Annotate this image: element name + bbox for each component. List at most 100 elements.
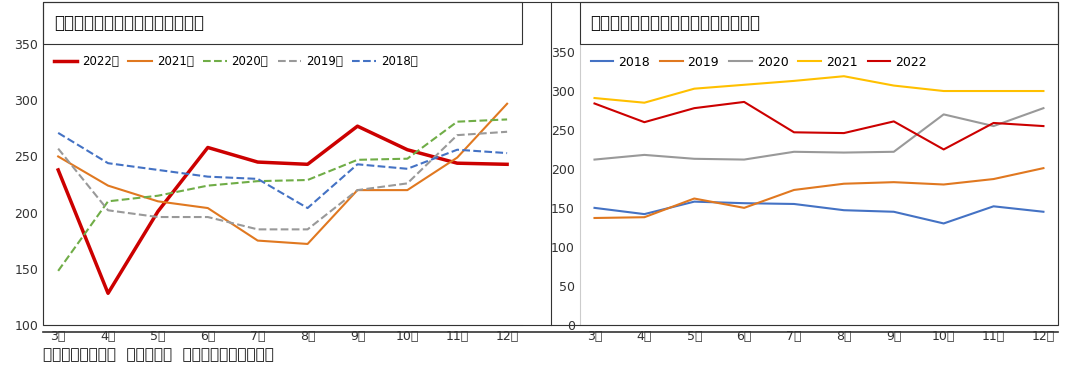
Line: 2020: 2020	[594, 108, 1043, 159]
2019	[987, 177, 1000, 181]
2022	[787, 130, 800, 135]
2021	[888, 83, 901, 88]
Text: 图：中国汽车产量（单位：万辆）: 图：中国汽车产量（单位：万辆）	[54, 14, 204, 32]
2018	[738, 201, 751, 206]
2019	[1037, 166, 1050, 170]
2019年	[401, 181, 414, 186]
2019	[688, 196, 701, 201]
Line: 2022年: 2022年	[58, 126, 508, 293]
2018年	[450, 148, 463, 152]
2018	[888, 210, 901, 214]
2018年	[351, 162, 364, 166]
2021年	[201, 206, 214, 210]
2021年	[151, 199, 164, 204]
2018	[638, 212, 651, 216]
2022年	[351, 124, 364, 128]
2018年	[102, 161, 114, 165]
2019年	[201, 215, 214, 219]
2018年	[501, 151, 514, 155]
2018年	[401, 166, 414, 171]
2021年	[450, 155, 463, 160]
2022	[888, 119, 901, 124]
2019	[638, 215, 651, 220]
Text: 图：中国集成电路产量（单位：万块）: 图：中国集成电路产量（单位：万块）	[591, 14, 760, 32]
2020	[1037, 106, 1050, 110]
2019年	[52, 146, 65, 151]
2022	[987, 121, 1000, 125]
2018	[688, 199, 701, 204]
2018年	[52, 131, 65, 135]
2019年	[252, 227, 265, 232]
2019	[888, 180, 901, 184]
Line: 2021年: 2021年	[58, 104, 508, 244]
2020	[987, 124, 1000, 128]
2020年	[52, 269, 65, 273]
2018年	[151, 168, 164, 172]
2020年	[501, 117, 514, 122]
2020年	[102, 199, 114, 204]
2022	[588, 101, 600, 106]
2021年	[301, 242, 314, 246]
2020年	[201, 183, 214, 188]
2019	[588, 216, 600, 220]
2022年	[151, 209, 164, 214]
2021	[1037, 89, 1050, 93]
Line: 2021: 2021	[594, 76, 1043, 103]
2021	[588, 96, 600, 100]
2021年	[351, 188, 364, 192]
2020	[738, 157, 751, 162]
2022年	[450, 161, 463, 165]
2018	[787, 202, 800, 206]
2022	[638, 120, 651, 124]
2022年	[301, 162, 314, 166]
2021	[837, 74, 850, 79]
2019	[787, 188, 800, 192]
2020年	[351, 158, 364, 162]
2021	[987, 89, 1000, 93]
2022年	[52, 168, 65, 172]
2018	[937, 221, 950, 226]
2022年	[201, 145, 214, 150]
2018	[837, 208, 850, 213]
2018	[987, 204, 1000, 208]
Line: 2019年: 2019年	[58, 132, 508, 230]
2021	[787, 79, 800, 83]
Line: 2022: 2022	[594, 102, 1043, 149]
2019	[738, 206, 751, 210]
2018	[1037, 210, 1050, 214]
2022	[937, 147, 950, 152]
2020	[837, 150, 850, 155]
2018年	[252, 177, 265, 181]
2019年	[450, 133, 463, 137]
2019年	[102, 208, 114, 213]
2018年	[201, 175, 214, 179]
2021年	[52, 154, 65, 159]
2021	[738, 83, 751, 87]
2020	[688, 156, 701, 161]
2019年	[151, 215, 164, 219]
2020	[588, 157, 600, 162]
2019年	[501, 130, 514, 134]
2020	[787, 149, 800, 154]
2019年	[351, 188, 364, 192]
2022年	[501, 162, 514, 166]
Legend: 2018, 2019, 2020, 2021, 2022: 2018, 2019, 2020, 2021, 2022	[585, 51, 932, 73]
2021年	[501, 101, 514, 106]
Text: 数据来源：中汽协  国家统计局  广发期货发展研究中心: 数据来源：中汽协 国家统计局 广发期货发展研究中心	[43, 347, 274, 362]
2022年	[252, 160, 265, 164]
2022年	[102, 291, 114, 296]
Line: 2020年: 2020年	[58, 120, 508, 271]
2020年	[151, 193, 164, 198]
2021年	[252, 238, 265, 243]
2021年	[401, 188, 414, 192]
2021	[688, 86, 701, 91]
Line: 2018: 2018	[594, 201, 1043, 224]
2020	[937, 112, 950, 117]
2020年	[252, 179, 265, 183]
2018	[588, 206, 600, 210]
2022	[688, 106, 701, 110]
2020年	[450, 120, 463, 124]
2021	[638, 100, 651, 105]
2020年	[301, 178, 314, 182]
2018年	[301, 206, 314, 210]
